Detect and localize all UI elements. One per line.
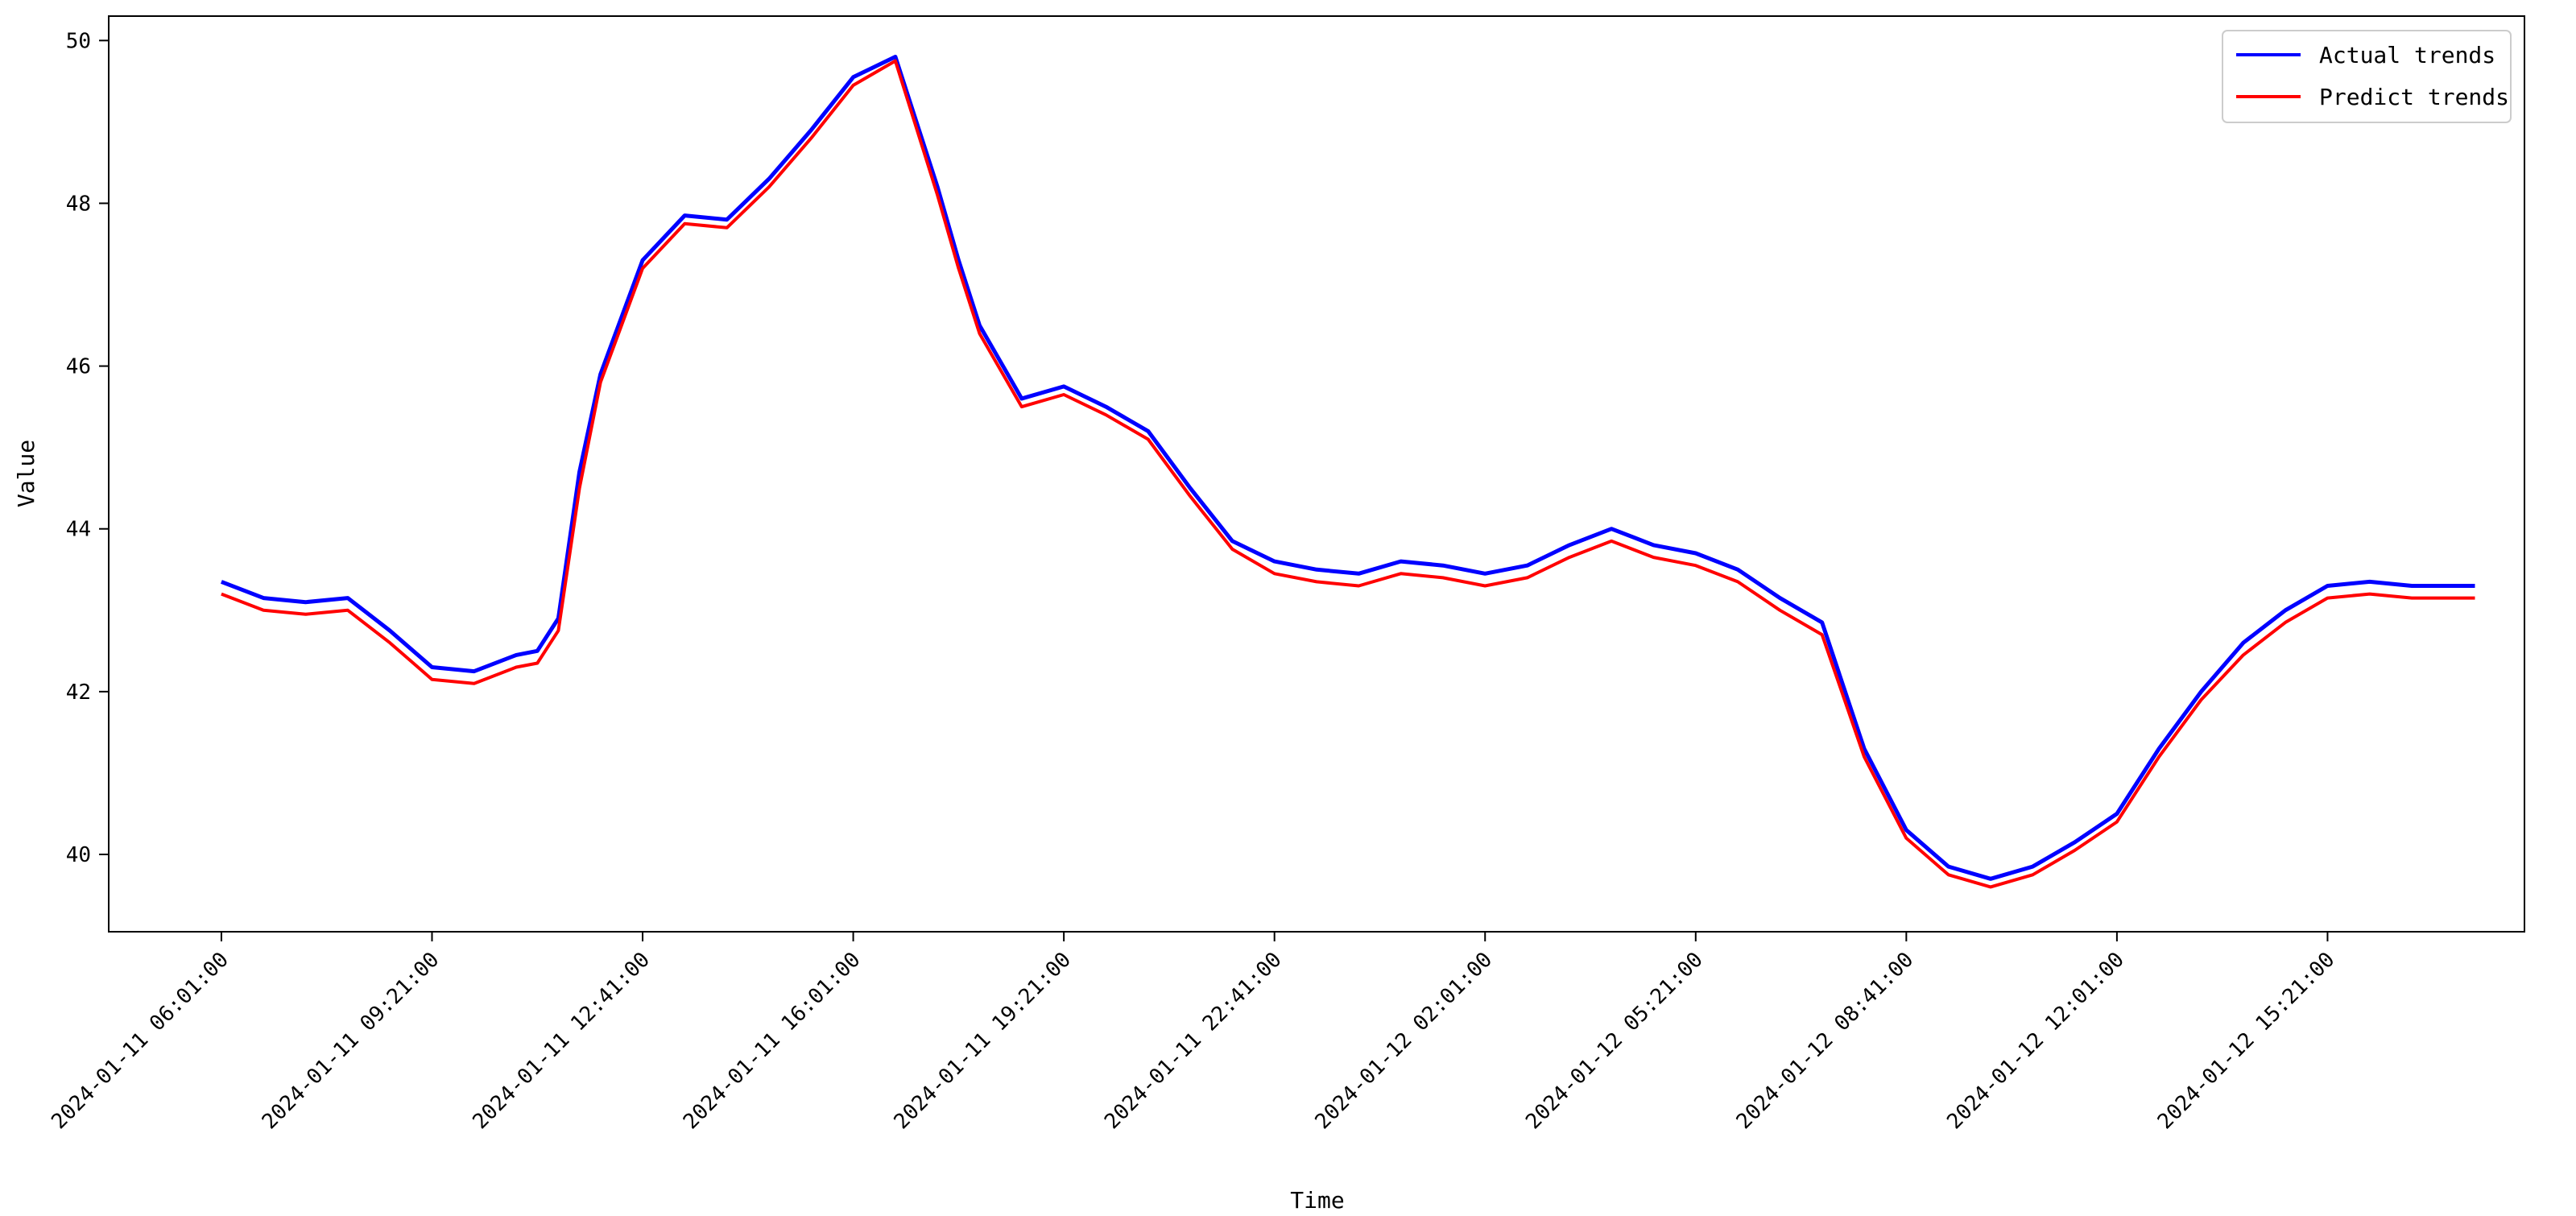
series-line-predict [221, 59, 2475, 889]
y-tick-label: 40 [66, 843, 91, 867]
series-line-actual [220, 55, 2475, 881]
legend-label-actual: Actual trends [2319, 42, 2495, 68]
x-axis-label: Time [1290, 1187, 1344, 1214]
y-axis-label: Value [13, 440, 39, 507]
legend: Actual trends Predict trends [2222, 30, 2512, 123]
legend-label-predict: Predict trends [2319, 84, 2509, 110]
y-tick-label: 50 [66, 29, 91, 53]
y-axis: 40 42 44 46 48 50 [66, 29, 109, 867]
series-layer [220, 55, 2475, 889]
y-tick-label: 42 [66, 680, 91, 705]
y-tick-label: 44 [66, 518, 91, 542]
y-tick-label: 46 [66, 355, 91, 379]
y-tick-label: 48 [66, 192, 91, 216]
plot-frame [108, 15, 2525, 933]
